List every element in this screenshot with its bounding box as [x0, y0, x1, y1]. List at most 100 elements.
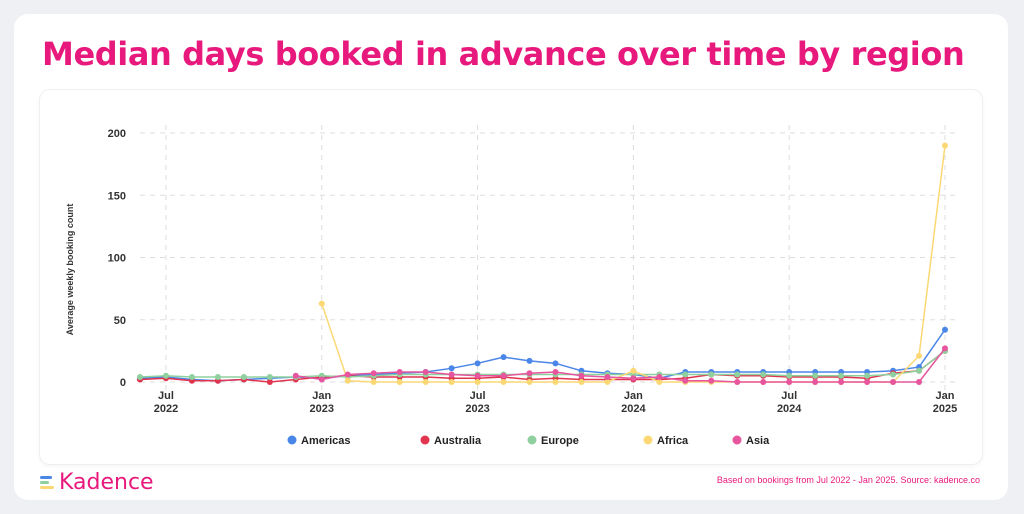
x-tick-label: 2022 [154, 403, 178, 415]
data-point [344, 371, 351, 378]
kadence-logo: Kadence [40, 469, 154, 495]
data-point [630, 375, 637, 382]
x-tick-label: Jul [781, 390, 797, 402]
data-point [318, 376, 325, 383]
series-line [139, 329, 946, 382]
data-point [448, 365, 455, 372]
data-point [916, 352, 923, 359]
x-tick-label: 2024 [621, 403, 646, 415]
y-tick-label: 200 [108, 128, 126, 140]
x-tick-label: Jan [312, 390, 331, 402]
data-point [916, 367, 923, 374]
data-point [396, 369, 403, 376]
legend-label: Europe [541, 435, 579, 447]
data-point [448, 379, 455, 385]
data-point [656, 374, 663, 381]
data-point [266, 379, 273, 385]
data-point [890, 379, 897, 385]
data-point [448, 371, 455, 378]
data-point [578, 372, 585, 379]
data-point [552, 369, 559, 376]
source-note: Based on bookings from Jul 2022 - Jan 20… [716, 475, 980, 485]
line-chart: 050100150200Jul2022Jan2023Jul2023Jan2024… [65, 125, 957, 447]
legend-label: Asia [746, 435, 770, 447]
data-point [760, 379, 767, 385]
data-point [500, 379, 507, 385]
data-point [526, 357, 533, 364]
data-point [786, 379, 793, 385]
legend-label: Africa [657, 435, 689, 447]
legend-marker [527, 435, 537, 445]
data-point [552, 360, 559, 367]
x-tick-label: 2023 [310, 403, 334, 415]
logo-mark-icon [40, 474, 56, 490]
data-point [292, 372, 299, 379]
x-tick-label: 2025 [933, 403, 957, 415]
y-tick-label: 150 [108, 190, 126, 202]
data-point [656, 379, 663, 385]
data-point [708, 377, 715, 384]
series-line [295, 347, 946, 383]
data-point [500, 354, 507, 361]
data-point [370, 379, 377, 385]
data-point [500, 372, 507, 379]
data-point [864, 379, 871, 385]
data-point [240, 374, 247, 381]
y-axis-label: Average weekly booking count [65, 204, 75, 336]
data-point [760, 371, 767, 378]
x-tick-label: Jan [936, 390, 955, 402]
legend-marker [420, 435, 430, 445]
data-point [630, 367, 637, 374]
data-point [942, 345, 948, 352]
series-line [139, 350, 946, 378]
data-point [942, 326, 948, 333]
data-point [916, 379, 923, 385]
data-point [188, 374, 195, 381]
x-tick-label: 2023 [465, 403, 489, 415]
data-point [318, 300, 325, 307]
data-point [734, 379, 741, 385]
data-point [734, 371, 741, 378]
data-point [422, 379, 429, 385]
data-point [838, 372, 845, 379]
data-point [344, 377, 351, 384]
x-tick-label: Jul [470, 390, 486, 402]
data-point [552, 379, 559, 385]
y-tick-label: 100 [108, 253, 126, 265]
y-tick-label: 50 [114, 315, 126, 327]
data-point [682, 377, 689, 384]
legend-label: Americas [301, 435, 351, 447]
data-point [526, 370, 533, 377]
data-point [137, 374, 143, 381]
data-point [864, 372, 871, 379]
data-point [838, 379, 845, 385]
data-point [708, 371, 715, 378]
data-point [266, 374, 273, 381]
legend-marker [643, 435, 653, 445]
data-point [578, 379, 585, 385]
legend-marker [287, 435, 297, 445]
data-point [604, 374, 611, 381]
legend-marker [732, 435, 742, 445]
data-point [942, 142, 948, 149]
data-point [682, 371, 689, 378]
data-point [890, 371, 897, 378]
x-tick-label: 2024 [777, 403, 802, 415]
data-point [474, 360, 481, 367]
data-point [812, 372, 819, 379]
page-card: Median days booked in advance over time … [14, 14, 1008, 500]
x-tick-label: Jul [158, 390, 174, 402]
data-point [396, 379, 403, 385]
legend-label: Australia [434, 435, 482, 447]
data-point [214, 374, 221, 381]
data-point [604, 379, 611, 385]
data-point [422, 369, 429, 376]
data-point [474, 372, 481, 379]
logo-text: Kadence [59, 469, 154, 495]
data-point [162, 372, 169, 379]
data-point [526, 379, 533, 385]
page-title: Median days booked in advance over time … [42, 35, 965, 73]
data-point [474, 379, 481, 385]
data-point [370, 370, 377, 377]
y-tick-label: 0 [120, 377, 126, 389]
